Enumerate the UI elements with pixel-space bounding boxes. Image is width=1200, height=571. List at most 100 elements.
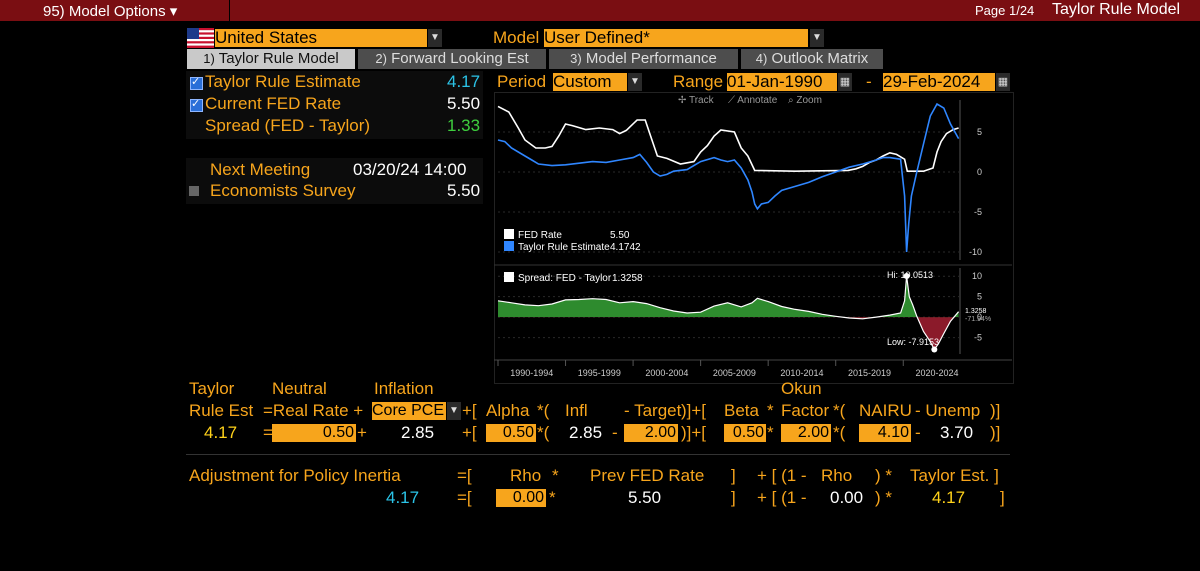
spread-value: 1.33	[447, 116, 481, 135]
beta-input[interactable]: 0.50	[724, 424, 766, 442]
header-rule-est: Rule Est	[189, 401, 254, 420]
start-calendar-icon[interactable]: ▦	[838, 73, 852, 91]
value-star-paren1: *(	[537, 423, 550, 442]
spread-hi-annotation: Hi: 10.0513	[887, 270, 933, 280]
rho-input[interactable]: 0.00	[496, 489, 546, 507]
bottom-chart-area	[497, 272, 960, 353]
model-options-menu[interactable]: 95) Model Options ▾	[43, 3, 178, 20]
formula-star1: *	[767, 401, 774, 420]
x-axis-tick-label: 2005-2009	[713, 368, 756, 378]
survey-marker-icon	[189, 186, 199, 196]
economists-survey-value: 5.50	[447, 181, 481, 200]
fed-rate-label: Current FED Rate	[205, 94, 342, 113]
x-axis-tick-label: 2000-2004	[645, 368, 688, 378]
header-prev-fed-rate: Prev FED Rate	[590, 466, 705, 485]
spread-positive-area	[498, 276, 959, 318]
header-taylor-est: Taylor Est. ]	[910, 466, 999, 485]
value-eq: =	[263, 423, 273, 442]
taylor-estimate-checkbox[interactable]	[190, 75, 203, 90]
bottom-y-tick-label: 0	[977, 312, 982, 322]
spread-last-annotation: 1.3258	[965, 308, 987, 315]
top-y-tick-label: 0	[977, 167, 982, 177]
formula-close2: )]	[990, 401, 1001, 420]
end-calendar-icon[interactable]: ▦	[996, 73, 1010, 91]
inertia-eq: =[	[457, 466, 472, 485]
top-chart-lines	[497, 102, 960, 253]
tab-outlook-matrix[interactable]: 4) Outlook Matrix	[741, 49, 883, 69]
value-open1: +[	[462, 423, 477, 442]
track-tool[interactable]: ✢ Track	[678, 95, 714, 106]
legend-fed-value: 5.50	[610, 230, 630, 241]
fed-rate-value: 5.50	[447, 94, 481, 113]
model-select[interactable]: User Defined*	[544, 29, 808, 47]
header-infl: Infl	[565, 401, 588, 420]
alpha-input[interactable]: 0.50	[486, 424, 536, 442]
unemp-value: 3.70	[940, 423, 974, 442]
range-start-field[interactable]: 01-Jan-1990	[727, 73, 837, 91]
page-indicator: Page 1/24	[975, 3, 1035, 18]
bottom-y-tick-label: 10	[972, 271, 982, 281]
value-close2: )]	[990, 423, 1001, 442]
next-meeting-label: Next Meeting	[210, 160, 311, 179]
taylor-estimate-label: Taylor Rule Estimate	[205, 72, 361, 91]
infl-value: 2.85	[569, 423, 603, 442]
header-nairu: NAIRU	[859, 401, 912, 420]
tab-forward-looking-est[interactable]: 2) Forward Looking Est	[358, 49, 546, 69]
value-minus1: -	[612, 423, 618, 442]
legend-spread-value: 1.3258	[612, 273, 643, 284]
formula-close-open: )]+[	[681, 401, 707, 420]
tab-model-performance[interactable]: 3) Model Performance	[549, 49, 738, 69]
fed-rate-line	[497, 105, 959, 173]
section-divider	[186, 454, 1010, 455]
legend-fed-swatch	[504, 229, 514, 239]
policy-inertia-label: Adjustment for Policy Inertia	[189, 466, 401, 485]
top-y-tick-label: -10	[969, 247, 982, 257]
x-axis-tick-label: 2010-2014	[780, 368, 823, 378]
inertia-value-close: ]	[731, 488, 736, 507]
annotate-tool[interactable]: ⟋ Annotate	[728, 95, 778, 106]
x-axis: 1990-1994 1995-1999 2000-2004 2005-2009 2010…	[494, 359, 1012, 378]
model-label: Model	[493, 28, 540, 47]
header-okun: Okun	[781, 379, 822, 398]
summary-panel	[186, 71, 483, 139]
country-dropdown-icon[interactable]: ▼	[428, 29, 442, 47]
legend-taylor-swatch	[504, 241, 514, 251]
okun-factor-input[interactable]: 2.00	[781, 424, 831, 442]
value-star1: *	[767, 423, 774, 442]
top-chart-grid: 5 0 -5 -10	[498, 100, 982, 260]
inertia-plus: + [ (1 -	[757, 466, 807, 485]
taylor-estimate-line	[497, 102, 960, 253]
range-dash: -	[866, 72, 872, 91]
inflation-measure-select[interactable]: Core PCE	[372, 402, 446, 420]
nairu-input[interactable]: 4.10	[859, 424, 911, 442]
zoom-tool[interactable]: ⌕ Zoom	[788, 95, 822, 106]
model-dropdown-icon[interactable]: ▼	[810, 29, 824, 47]
inertia-value-star: *	[549, 488, 556, 507]
target-input[interactable]: 2.00	[624, 424, 678, 442]
header-beta: Beta	[724, 401, 759, 420]
neutral-rate-input[interactable]: 0.50	[272, 424, 356, 442]
country-select[interactable]: United States	[215, 29, 427, 47]
formula-star-paren2: *(	[833, 401, 846, 420]
period-select[interactable]: Custom	[553, 73, 627, 91]
tab-taylor-rule-model[interactable]: 1) Taylor Rule Model	[187, 49, 355, 69]
header-rho2: Rho	[821, 466, 853, 485]
fed-rate-checkbox[interactable]	[190, 97, 203, 112]
header-factor: Factor	[781, 401, 830, 420]
x-axis-tick-label: 1990-1994	[510, 368, 553, 378]
bottom-y-tick-label: 5	[977, 292, 982, 302]
value-minus2: -	[915, 423, 921, 442]
range-end-field[interactable]: 29-Feb-2024	[883, 73, 995, 91]
spread-label: Spread (FED - Taylor)	[205, 116, 371, 135]
inflation-dropdown-icon[interactable]: ▼	[447, 402, 461, 420]
inertia-value-plus: + [ (1 -	[757, 488, 807, 507]
header-rho: Rho	[510, 466, 542, 485]
spread-last-pct-annotation: -71.94%	[965, 316, 991, 323]
header-unemp: - Unemp	[915, 401, 981, 420]
inertia-value-eq: =[	[457, 488, 472, 507]
next-meeting-value: 03/20/24 14:00	[353, 160, 467, 179]
bottom-chart-grid: 10 5 0 -5	[494, 264, 1012, 354]
inertia-value-end: ]	[1000, 488, 1005, 507]
period-dropdown-icon[interactable]: ▼	[628, 73, 642, 91]
inertia-close2: ) *	[875, 466, 892, 485]
